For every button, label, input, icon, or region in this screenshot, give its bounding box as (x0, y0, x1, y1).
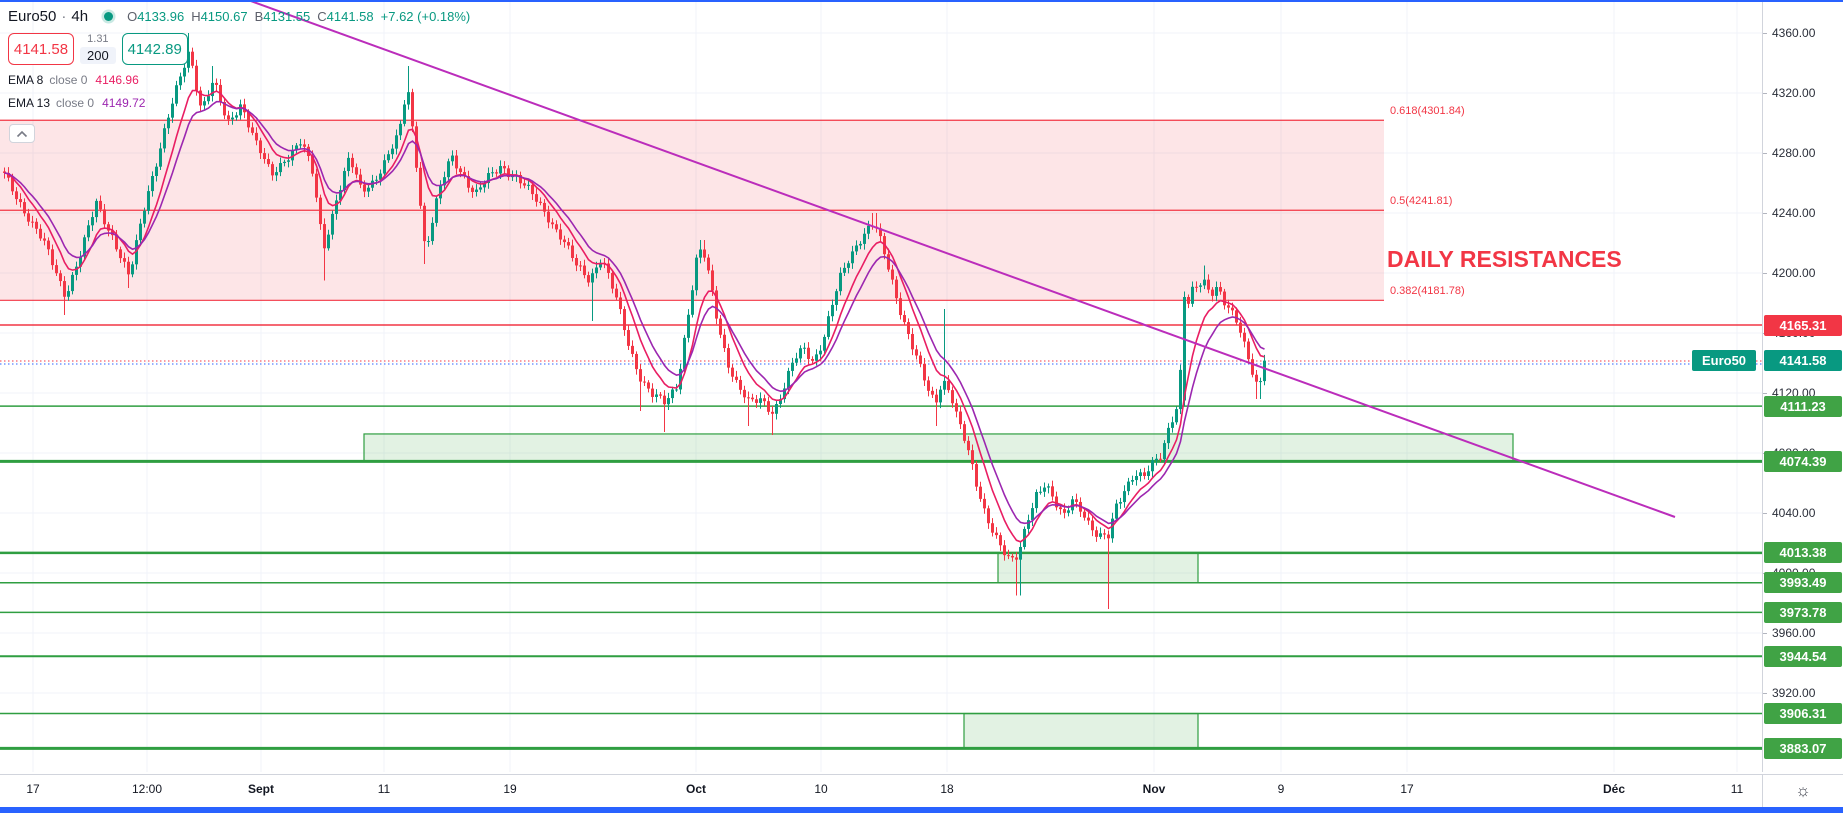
indicator-params: close 0 (56, 95, 95, 110)
indicator-value: 4146.96 (95, 72, 139, 87)
axis-corner-separator (1762, 775, 1763, 807)
high-label: H (191, 8, 201, 24)
indicator-legend: EMA 8 close 0 4146.96 EMA 13 close 0 4149.72 (8, 71, 470, 111)
ema-line (4, 89, 1265, 543)
fib-level-label[interactable]: 0.382(4181.78) (1390, 285, 1465, 298)
time-tick-label: 17 (26, 782, 40, 796)
indicator-value: 4149.72 (102, 95, 146, 110)
change-value: +7.62 (+0.18%) (380, 8, 471, 24)
indicator-params: close 0 (49, 72, 88, 87)
open-value: 4133.96 (137, 8, 185, 24)
time-tick-label: 17 (1400, 782, 1414, 796)
fib-level-label[interactable]: 0.618(4301.84) (1390, 105, 1465, 118)
support-zone (997, 552, 1199, 584)
price-tickmark (1763, 513, 1767, 514)
open-label: O (127, 8, 138, 24)
fib-level-label[interactable]: 0.5(4241.81) (1390, 195, 1453, 208)
indicator-name: EMA 13 (8, 95, 51, 110)
price-axis[interactable]: 4360.004320.004280.004240.004200.004160.… (1762, 2, 1843, 772)
market-status-icon (104, 11, 114, 21)
top-accent-bar (0, 0, 1843, 2)
price-level-badge: 3883.07 (1764, 737, 1842, 759)
price-tickmark (1763, 633, 1767, 634)
candlestick-series (3, 33, 1266, 609)
time-axis[interactable]: ☼ 17 12:00 Sept 11 19 Oct 10 18 Nov 9 17 Déc 11 (0, 774, 1843, 807)
axis-settings-icon[interactable]: ☼ (1795, 781, 1811, 800)
ema-line (4, 100, 1265, 525)
price-tickmark (1763, 693, 1767, 694)
spread-column: 1.31 200 (80, 33, 116, 65)
ohlc-values: O4133.96 H4150.67 B4131.55 C4141.58 +7.62 (+… (127, 9, 470, 24)
time-tick-label: Oct (685, 782, 707, 796)
price-tickmark (1763, 33, 1767, 34)
indicator-row[interactable]: EMA 8 close 0 4146.96 (8, 71, 470, 88)
price-level-badge: 4111.23 (1764, 395, 1842, 417)
price-tick-label: 4280.00 (1772, 146, 1816, 160)
time-tick-label: 18 (940, 782, 954, 796)
support-zone (963, 712, 1199, 749)
price-tick-label: 4320.00 (1772, 86, 1816, 100)
daily-resistances-annotation[interactable]: DAILY RESISTANCES (1387, 246, 1622, 272)
close-label: C (317, 8, 327, 24)
symbol-row: Euro50 · 4h O4133.96 H4150.67 B4131.55 C414… (8, 6, 470, 26)
price-level-badge: 4141.58 (1764, 350, 1842, 372)
close-value: 4141.58 (326, 8, 374, 24)
time-tick-label: 19 (503, 782, 517, 796)
high-value: 4150.67 (200, 8, 248, 24)
time-tick-label: 10 (814, 782, 828, 796)
buy-button[interactable]: 4142.89 (121, 33, 188, 65)
bottom-accent-bar (0, 806, 1843, 813)
time-tick-label: 11 (1730, 782, 1744, 796)
price-tickmark (1763, 93, 1767, 94)
time-tick-label: Nov (1142, 782, 1166, 796)
price-level-badge: 3944.54 (1764, 645, 1842, 667)
time-tick-label: 12:00 (131, 782, 163, 796)
price-chart-canvas[interactable] (0, 2, 1762, 772)
indicator-row[interactable]: EMA 13 close 0 4149.72 (8, 94, 470, 111)
price-level-badge: 3906.31 (1764, 703, 1842, 725)
symbol-separator: · (61, 7, 67, 25)
price-level-badge: 3973.78 (1764, 601, 1842, 623)
price-tick-label: 4040.00 (1772, 506, 1816, 520)
low-value: 4131.55 (263, 8, 311, 24)
time-tick-label: Sept (247, 782, 275, 796)
price-tick-label: 4240.00 (1772, 206, 1816, 220)
price-tickmark (1763, 273, 1767, 274)
low-label: B (254, 8, 264, 24)
price-tickmark (1763, 153, 1767, 154)
time-tick-label: 11 (377, 782, 391, 796)
spread-value: 1.31 (87, 33, 109, 45)
descending-trendline (250, 2, 1676, 518)
price-level-badge: 3993.49 (1764, 572, 1842, 594)
price-tick-label: 3920.00 (1772, 686, 1816, 700)
price-tick-label: 3960.00 (1772, 626, 1816, 640)
quantity-value[interactable]: 200 (80, 47, 116, 64)
symbol-name[interactable]: Euro50 (8, 7, 57, 25)
time-tick-label: Déc (1602, 782, 1626, 796)
time-tick-label: 9 (1277, 782, 1285, 796)
order-panel: 4141.58 1.31 200 4142.89 (8, 33, 470, 65)
price-tick-label: 4360.00 (1772, 26, 1816, 40)
legend-collapse-button[interactable] (9, 124, 35, 143)
timeframe-label[interactable]: 4h (71, 7, 89, 25)
indicator-name: EMA 8 (8, 72, 44, 87)
price-tickmark (1763, 213, 1767, 214)
chevron-up-icon (16, 130, 28, 137)
support-zone (363, 433, 1514, 463)
sell-button[interactable]: 4141.58 (8, 33, 74, 65)
price-tickmark (1763, 393, 1767, 394)
last-price-symbol-tag: Euro50 (1692, 350, 1756, 372)
price-tick-label: 4200.00 (1772, 266, 1816, 280)
price-level-badge: 4013.38 (1764, 542, 1842, 564)
price-level-badge: 4165.31 (1764, 314, 1842, 336)
price-level-badge: 4074.39 (1764, 450, 1842, 472)
chart-legend: Euro50 · 4h O4133.96 H4150.67 B4131.55 C414… (8, 6, 470, 111)
